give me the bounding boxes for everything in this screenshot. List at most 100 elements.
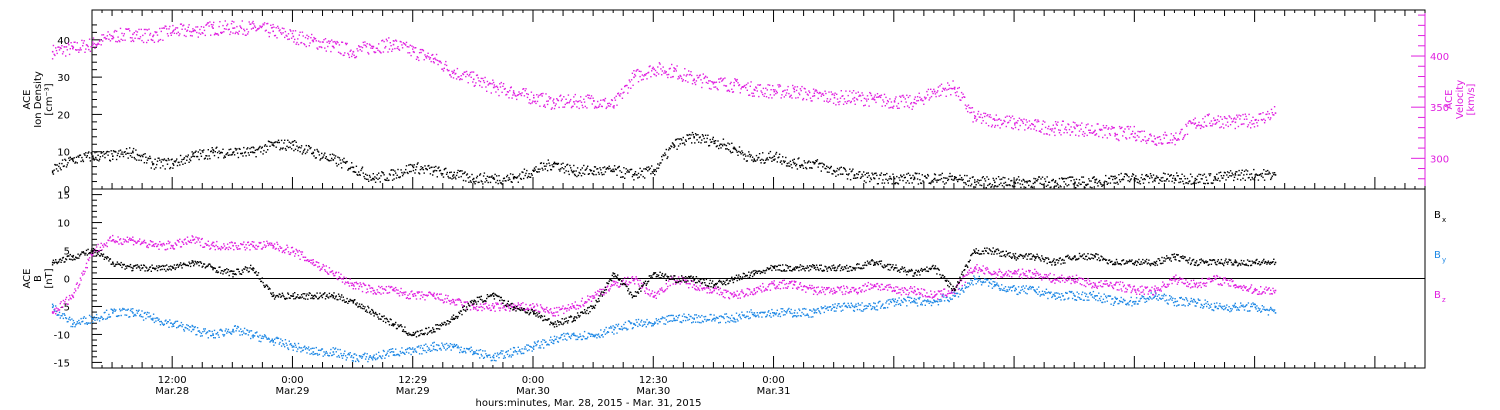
density-point bbox=[685, 140, 687, 142]
velocity-point bbox=[914, 96, 916, 98]
by-point bbox=[261, 335, 263, 337]
velocity-point bbox=[919, 96, 921, 99]
velocity-point bbox=[368, 53, 370, 55]
by-point bbox=[256, 331, 258, 333]
density-point bbox=[835, 175, 837, 177]
by-point bbox=[328, 355, 331, 357]
by-point bbox=[1074, 299, 1076, 301]
velocity-point bbox=[686, 73, 688, 76]
density-point bbox=[542, 169, 544, 171]
velocity-point bbox=[977, 113, 979, 115]
velocity-point bbox=[1030, 128, 1032, 130]
velocity-point bbox=[900, 96, 902, 98]
by-point bbox=[477, 353, 479, 355]
density-point bbox=[1222, 177, 1224, 179]
density-point bbox=[588, 173, 590, 175]
density-point bbox=[366, 174, 368, 176]
density-point bbox=[572, 171, 574, 174]
velocity-point bbox=[98, 43, 100, 45]
by-point bbox=[903, 298, 906, 301]
velocity-point bbox=[733, 81, 735, 84]
velocity-point bbox=[891, 106, 893, 108]
density-series bbox=[51, 131, 1277, 189]
density-point bbox=[589, 169, 591, 171]
velocity-point bbox=[209, 21, 211, 23]
velocity-point bbox=[107, 31, 109, 33]
velocity-point bbox=[1246, 126, 1249, 128]
velocity-point bbox=[1113, 127, 1115, 129]
by-point bbox=[727, 320, 729, 323]
velocity-point bbox=[1199, 124, 1201, 127]
velocity-point bbox=[1089, 129, 1091, 131]
by-point bbox=[593, 336, 596, 338]
velocity-point bbox=[233, 21, 235, 23]
density-point bbox=[845, 170, 847, 172]
by-point bbox=[1244, 305, 1246, 308]
density-point bbox=[1158, 182, 1160, 184]
density-point bbox=[986, 176, 988, 178]
density-point bbox=[912, 174, 914, 177]
by-point bbox=[581, 338, 583, 341]
density-point bbox=[1044, 178, 1046, 180]
velocity-point bbox=[756, 90, 758, 92]
by-point bbox=[1021, 286, 1023, 288]
velocity-point bbox=[292, 30, 294, 32]
by-point bbox=[902, 301, 904, 304]
density-point bbox=[1071, 176, 1074, 178]
density-point bbox=[766, 157, 768, 159]
density-point bbox=[729, 150, 731, 152]
density-point bbox=[138, 159, 140, 161]
by-point bbox=[849, 306, 851, 308]
by-point bbox=[421, 353, 423, 355]
density-point bbox=[75, 156, 78, 158]
velocity-point bbox=[230, 31, 232, 33]
velocity-point bbox=[849, 90, 851, 92]
density-point bbox=[785, 165, 788, 167]
density-point bbox=[1070, 180, 1072, 182]
density-point bbox=[1103, 181, 1105, 184]
by-point bbox=[836, 305, 839, 307]
density-point bbox=[539, 162, 542, 165]
by-point bbox=[226, 330, 229, 333]
density-point bbox=[594, 166, 597, 168]
velocity-point-anchor bbox=[112, 35, 114, 38]
velocity-point bbox=[1091, 132, 1094, 134]
density-point bbox=[513, 176, 516, 178]
density-point bbox=[1267, 173, 1270, 175]
by-point bbox=[623, 323, 625, 326]
density-point bbox=[993, 179, 995, 181]
by-point bbox=[1066, 292, 1068, 294]
by-point bbox=[612, 325, 614, 327]
density-point bbox=[937, 179, 940, 181]
density-point bbox=[744, 153, 746, 155]
density-point bbox=[806, 162, 809, 164]
by-point bbox=[751, 311, 753, 314]
velocity-point bbox=[543, 104, 546, 106]
density-point bbox=[745, 155, 747, 157]
by-point bbox=[762, 311, 765, 314]
velocity-point bbox=[1226, 121, 1229, 123]
velocity-point bbox=[843, 98, 846, 100]
by-point bbox=[1227, 309, 1229, 311]
velocity-point bbox=[1054, 134, 1056, 137]
density-point bbox=[854, 177, 856, 179]
density-point bbox=[1018, 179, 1021, 181]
velocity-point bbox=[280, 33, 283, 35]
by-point bbox=[84, 323, 86, 325]
by-point bbox=[560, 334, 563, 336]
density-point bbox=[345, 161, 347, 163]
by-point bbox=[213, 337, 215, 339]
velocity-point bbox=[980, 113, 982, 116]
density-point bbox=[108, 151, 110, 153]
density-point bbox=[1083, 181, 1085, 184]
velocity-point bbox=[636, 69, 638, 71]
by-point bbox=[685, 316, 687, 318]
density-point bbox=[785, 156, 787, 159]
by-point bbox=[898, 297, 900, 299]
by-point bbox=[86, 323, 88, 325]
by-point bbox=[977, 281, 979, 283]
density-point bbox=[660, 162, 662, 164]
density-point-anchor bbox=[953, 177, 956, 180]
by-point bbox=[375, 353, 378, 355]
velocity-point bbox=[734, 78, 736, 80]
